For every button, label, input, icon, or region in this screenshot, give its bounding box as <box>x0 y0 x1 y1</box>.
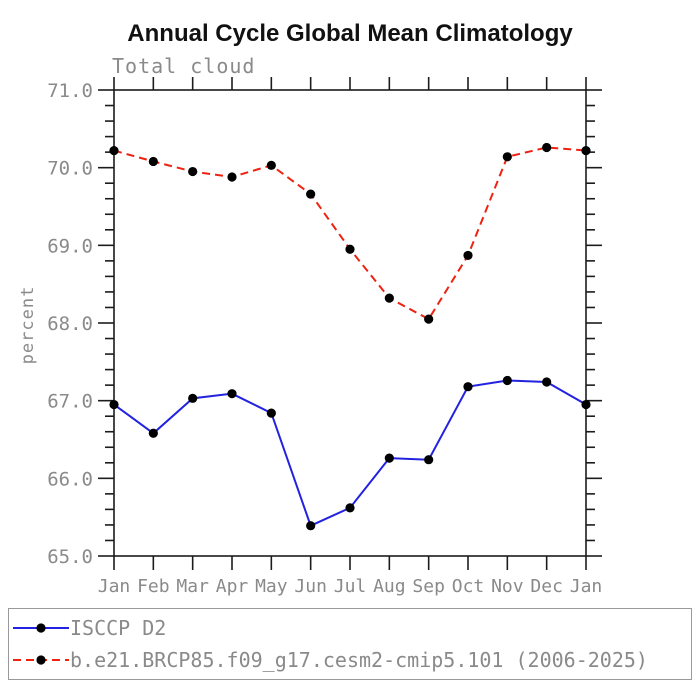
y-tick-label: 66.0 <box>47 468 93 490</box>
x-tick-label: Jun <box>294 576 327 597</box>
data-point-marker <box>463 250 473 261</box>
data-point-marker <box>188 393 198 403</box>
x-tick-label: Jan <box>98 576 131 597</box>
x-tick-label: Sep <box>412 576 445 597</box>
data-point-marker <box>266 408 276 418</box>
data-point-marker <box>148 428 158 438</box>
x-tick-label: Jul <box>334 576 367 597</box>
x-tick-label: Nov <box>491 576 524 597</box>
x-tick-label: Aug <box>373 576 406 597</box>
data-point-marker <box>384 453 394 463</box>
data-point-marker <box>227 389 237 399</box>
legend-box: ISCCP D2 b.e21.BRCP85.f09_g17.cesm2-cmip… <box>8 608 692 680</box>
legend-line-sample-icon <box>13 623 69 633</box>
data-point-marker <box>345 244 355 254</box>
y-tick-label: 69.0 <box>47 235 93 257</box>
data-point-marker <box>148 156 158 167</box>
data-point-marker <box>463 382 473 392</box>
legend-marker-dot <box>36 655 46 665</box>
data-point-marker <box>424 314 434 324</box>
legend-label: b.e21.BRCP85.f09_g17.cesm2-cmip5.101 (20… <box>70 648 648 672</box>
data-point-marker <box>109 399 119 410</box>
y-tick-label: 67.0 <box>47 391 93 413</box>
y-tick-label: 71.0 <box>47 80 93 102</box>
data-point-marker <box>384 293 394 303</box>
series-line-1 <box>113 146 587 321</box>
legend-label: ISCCP D2 <box>70 616 167 640</box>
data-point-marker <box>345 503 355 513</box>
plot-area: Jan Feb Mar Apr May Jun Jul Aug Sep Oct Nov Dec Jan6… <box>47 77 603 597</box>
data-point-marker <box>266 160 276 170</box>
legend-item-model-run: b.e21.BRCP85.f09_g17.cesm2-cmip5.101 (20… <box>13 644 691 676</box>
y-tick-label: 68.0 <box>47 313 93 335</box>
data-point-marker <box>306 521 316 531</box>
data-point-marker <box>502 152 512 162</box>
axis-frame <box>113 89 587 557</box>
x-tick-label: Dec <box>530 576 563 597</box>
x-tick-label: Oct <box>452 576 485 597</box>
y-tick-label: 65.0 <box>47 546 93 568</box>
chart-subtitle: Total cloud <box>112 54 256 78</box>
data-point-marker <box>188 166 198 177</box>
legend-item-isccp-d2: ISCCP D2 <box>13 612 691 644</box>
y-tick-label: 70.0 <box>47 158 93 180</box>
data-point-marker <box>306 189 316 199</box>
x-tick-label: Feb <box>137 576 170 597</box>
chart-title: Annual Cycle Global Mean Climatology <box>127 20 573 47</box>
x-tick-label: Jan <box>570 576 603 597</box>
data-point-marker <box>581 145 591 156</box>
data-point-marker <box>424 455 434 465</box>
legend-marker-dot <box>36 623 46 633</box>
x-tick-label: May <box>255 576 288 597</box>
data-point-marker <box>542 377 552 387</box>
legend-line-sample-icon <box>13 655 69 665</box>
data-point-marker <box>581 399 591 410</box>
data-point-marker <box>542 142 552 153</box>
data-point-marker <box>502 375 512 386</box>
x-tick-label: Apr <box>216 576 249 597</box>
data-point-marker <box>109 145 119 156</box>
data-point-marker <box>227 172 237 182</box>
x-tick-label: Mar <box>176 576 209 597</box>
